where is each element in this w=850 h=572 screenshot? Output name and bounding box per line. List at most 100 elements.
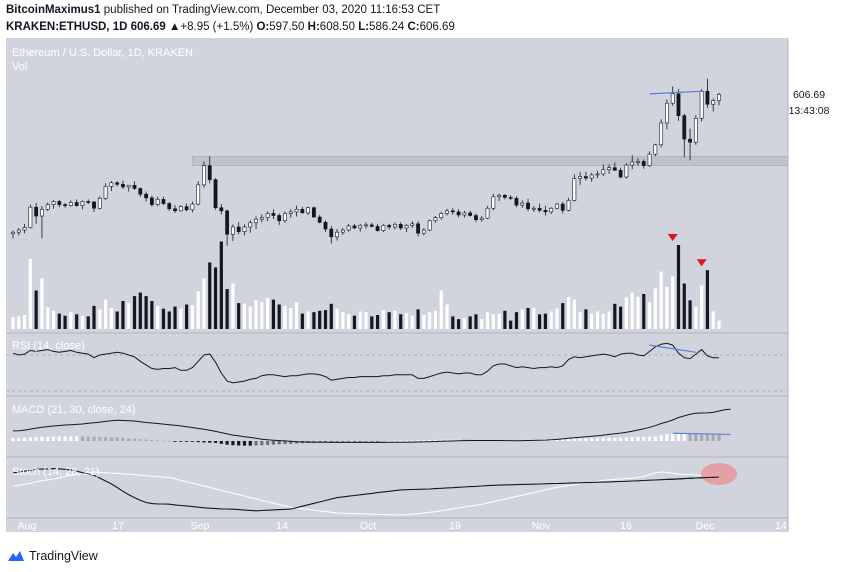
candle-body	[369, 224, 374, 227]
volume-bar	[150, 301, 154, 329]
price-tick-label: 400.00	[794, 197, 826, 209]
candle-body	[381, 225, 386, 231]
volume-bar	[601, 313, 605, 329]
candle-body	[312, 207, 316, 218]
candle-body	[514, 198, 519, 206]
author-name[interactable]: BitcoinMaximus1	[6, 4, 101, 16]
volume-bar	[28, 259, 32, 329]
volume-bar	[532, 308, 536, 329]
symbol-line: KRAKEN:ETHUSD, 1D 606.69 ▲+8.95 (+1.5%) …	[6, 21, 455, 33]
time-tick-label: Oct	[360, 520, 376, 532]
volume-bar	[480, 319, 484, 329]
candle-body	[699, 90, 704, 119]
macd-histogram-bar	[231, 441, 235, 446]
volume-bar	[607, 311, 611, 329]
candle-body	[340, 229, 345, 233]
volume-bar	[242, 303, 247, 329]
candle-body	[450, 210, 455, 213]
volume-bar	[329, 303, 333, 329]
volume-bar	[75, 314, 79, 329]
main-title: Ethereum / U.S. Dollar, 1D, KRAKEN	[12, 47, 193, 59]
candle-body	[445, 210, 449, 214]
macd-histogram-bar	[439, 439, 443, 441]
macd-histogram-bar	[115, 437, 119, 441]
candle-body	[167, 203, 172, 210]
volume-bar	[549, 311, 553, 329]
candle-body	[92, 201, 96, 209]
publish-info: published on TradingView.com, December 0…	[103, 4, 441, 16]
countdown-label: 13:43:08	[789, 105, 830, 117]
macd-histogram-bar	[352, 441, 357, 442]
candle-body	[659, 122, 664, 146]
volume-bar	[422, 315, 426, 329]
candle-body	[618, 169, 623, 178]
candle-body	[676, 93, 681, 116]
price-tick-label: 450.00	[794, 171, 826, 183]
stoch-title: Stoch (14, 28, 21)	[12, 466, 99, 478]
volume-bar	[526, 308, 530, 329]
candle-body	[624, 164, 629, 178]
volume-bar	[213, 267, 218, 329]
macd-histogram-bar	[659, 435, 663, 441]
candle-body	[531, 207, 536, 210]
volume-bar	[132, 296, 137, 329]
macd-histogram-bar	[138, 439, 142, 441]
volume-bar	[491, 314, 495, 329]
volume-bar	[289, 308, 293, 329]
candle-body	[277, 215, 282, 222]
candle-body	[254, 218, 258, 224]
macd-histogram-bar	[705, 433, 710, 441]
macd-histogram-bar	[57, 436, 61, 441]
volume-bar	[717, 320, 721, 329]
volume-bar	[208, 262, 212, 329]
macd-histogram-bar	[572, 438, 576, 441]
close-label: C:	[407, 21, 420, 33]
macd-histogram-bar	[335, 441, 339, 442]
volume-bar	[700, 285, 704, 329]
volume-bar	[364, 312, 368, 329]
volume-bar	[103, 299, 108, 329]
countdown-box	[789, 102, 829, 118]
price-tick-label: 500.00	[794, 145, 826, 157]
candle-body	[526, 202, 530, 210]
volume-bar	[63, 315, 67, 329]
candle-body	[520, 202, 525, 206]
open-label: O:	[256, 21, 270, 33]
candle-body	[219, 207, 224, 212]
candle-body	[387, 225, 392, 228]
macd-histogram-bar	[51, 436, 56, 441]
candle-body	[115, 182, 120, 185]
macd-histogram-bar	[173, 441, 177, 442]
plot-background	[6, 38, 788, 532]
candle-body	[601, 169, 606, 175]
symbol-name[interactable]: KRAKEN:ETHUSD, 1D	[6, 21, 128, 33]
macd-histogram-bar	[607, 437, 611, 441]
candle-body	[474, 215, 478, 220]
macd-histogram-bar	[242, 441, 247, 446]
candle-body	[294, 208, 299, 213]
tradingview-branding[interactable]: TradingView	[8, 547, 98, 565]
volume-bar	[219, 241, 223, 329]
macd-histogram-bar	[46, 436, 50, 441]
macd-histogram-bar	[404, 440, 409, 442]
rsi-title: RSI (14, close)	[12, 340, 85, 352]
indicator-tick-label: 0.00	[802, 436, 823, 448]
volume-bar	[196, 291, 200, 329]
macd-histogram-bar	[103, 437, 108, 441]
candle-body	[317, 216, 322, 223]
candle-body	[207, 165, 212, 180]
candle-body	[144, 193, 148, 199]
candle-body	[149, 197, 154, 205]
macd-histogram-bar	[665, 434, 669, 441]
macd-histogram-bar	[590, 438, 594, 441]
macd-histogram-bar	[127, 438, 131, 441]
volume-bar	[300, 313, 304, 329]
price-divergence-line	[649, 90, 702, 95]
candle-body	[231, 226, 235, 235]
stoch-d-line	[12, 471, 720, 516]
macd-histogram-bar	[289, 441, 293, 444]
volume-bar	[179, 308, 183, 329]
volume-bar	[439, 290, 443, 329]
volume-bar	[474, 314, 478, 329]
